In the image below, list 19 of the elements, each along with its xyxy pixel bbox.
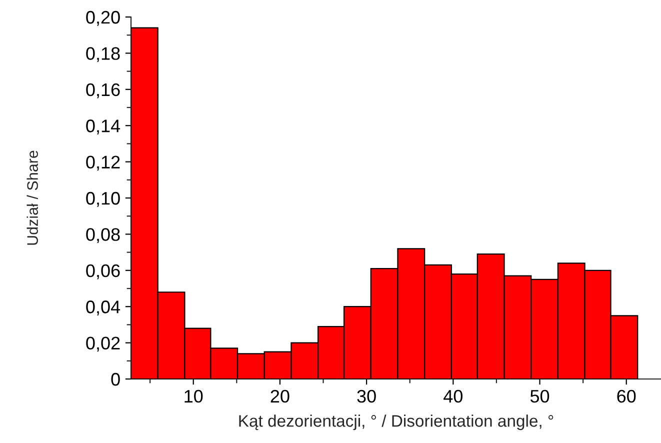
y-tick-label: 0,04 <box>86 300 120 316</box>
x-tick-label: 30 <box>357 390 376 403</box>
y-tick-label: 0,12 <box>86 156 120 171</box>
x-tick-label: 60 <box>617 390 636 403</box>
y-tick-label: 0,14 <box>86 120 120 134</box>
y-tick-label: 0,06 <box>86 264 120 280</box>
x-axis-title: Kąt dezorientacji, ° / Disorientation angle, ° <box>239 414 554 430</box>
y-tick-label: 0,08 <box>86 228 120 244</box>
y-axis-title: Udział / Share <box>26 150 38 245</box>
y-tick-label: 0,20 <box>86 10 120 26</box>
x-tick-label: 50 <box>530 390 550 403</box>
y-tick-label: 0,18 <box>86 47 120 62</box>
x-tick-label: 20 <box>270 390 290 403</box>
y-tick-label: 0,10 <box>86 192 120 207</box>
y-tick-label: 0,16 <box>86 83 120 98</box>
x-tick-label: 40 <box>444 390 462 403</box>
y-tick-label: 0 <box>111 372 120 386</box>
x-tick-label: 10 <box>184 390 203 403</box>
y-tick-label: 0,02 <box>86 336 120 352</box>
